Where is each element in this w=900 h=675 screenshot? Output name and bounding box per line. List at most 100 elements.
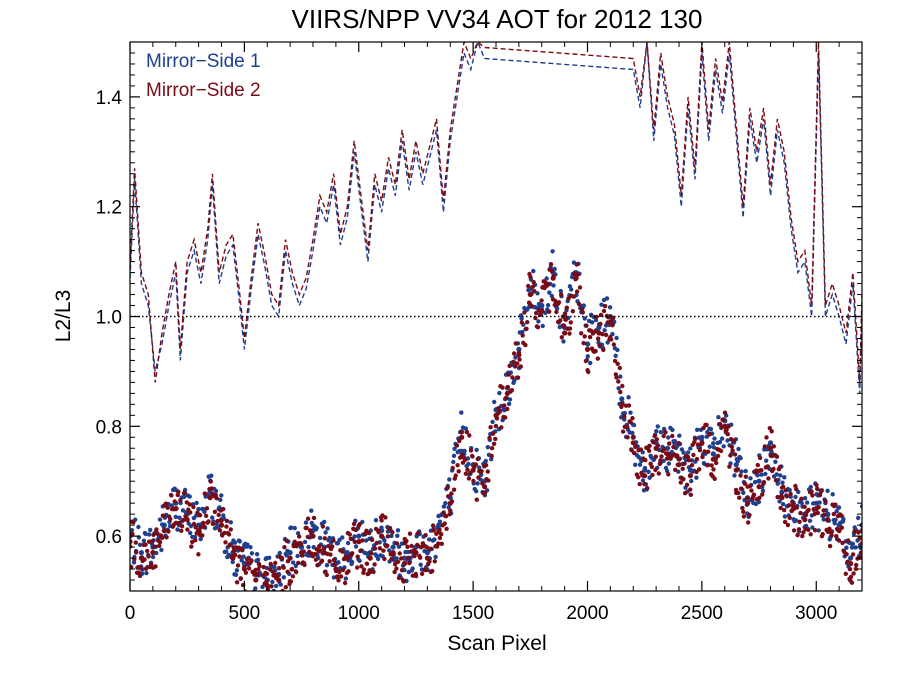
scatter-point [613, 353, 618, 358]
scatter-point [585, 354, 590, 359]
scatter-point [765, 464, 770, 469]
scatter-point [836, 505, 842, 510]
scatter-point [520, 333, 525, 338]
scatter-point [739, 469, 744, 474]
scatter-point [747, 512, 752, 518]
scatter-point [738, 455, 743, 461]
scatter-point [350, 551, 355, 556]
x-tick-label: 1500 [452, 603, 494, 624]
scatter-point [130, 528, 135, 533]
scatter-point [355, 554, 360, 559]
scatter-point [352, 534, 357, 539]
scatter-point [482, 490, 488, 495]
scatter-point [423, 533, 428, 538]
scatter-point [223, 540, 228, 545]
scatter-point [497, 409, 502, 414]
scatter-point [755, 462, 760, 468]
scatter-point [731, 438, 737, 443]
scatter-point [447, 512, 452, 517]
scatter-point [684, 482, 690, 487]
scatter-point [299, 553, 305, 558]
scatter-point [532, 289, 537, 294]
data-point [356, 533, 362, 539]
scatter-point [701, 425, 706, 431]
scatter-point [324, 563, 330, 568]
scatter-point [327, 535, 332, 541]
scatter-point [773, 478, 779, 483]
x-axis-label: Scan Pixel [447, 632, 546, 655]
scatter-point [283, 585, 288, 590]
scatter-point [277, 550, 282, 556]
scatter-point [480, 481, 485, 486]
scatter-point [489, 446, 495, 451]
scatter-point [234, 580, 240, 585]
scatter-point [700, 454, 705, 460]
scatter-point [340, 567, 346, 573]
scatter-point [302, 562, 307, 568]
scatter-point [133, 550, 139, 555]
scatter-point [257, 563, 262, 569]
scatter-point [261, 564, 266, 570]
scatter-point [157, 543, 162, 548]
scatter-point [182, 490, 187, 495]
scatter-point [254, 552, 260, 557]
scatter-point [688, 492, 693, 497]
scatter-point [270, 579, 275, 585]
scatter-point [389, 533, 394, 539]
scatter-point [570, 309, 575, 314]
scatter-point [357, 558, 362, 563]
scatter-point [827, 543, 833, 549]
scatter-point [267, 593, 271, 597]
scatter-point [391, 551, 396, 557]
scatter-point [551, 273, 556, 279]
scatter-point [373, 518, 379, 523]
scatter-point [146, 532, 152, 537]
scatter-point [327, 559, 332, 564]
scatter-point [672, 439, 678, 444]
scatter-point [494, 416, 500, 421]
scatter-point [202, 509, 207, 514]
scatter-point [615, 361, 620, 366]
scatter-point [663, 429, 668, 435]
scatter-point [345, 540, 351, 546]
scatter-point [764, 435, 769, 440]
scatter-point [566, 296, 571, 301]
scatter-point [544, 276, 549, 281]
scatter-point [622, 414, 627, 419]
scatter-point [631, 422, 637, 428]
scatter-point [592, 329, 598, 334]
scatter-point [582, 334, 587, 339]
scatter-point [451, 453, 457, 458]
scatter-point [275, 573, 280, 578]
scatter-point [662, 446, 667, 452]
scatter-point [150, 554, 156, 560]
scatter-point [474, 447, 479, 453]
data-point [516, 346, 522, 352]
scatter-point [616, 386, 621, 391]
scatter-point [625, 435, 630, 440]
scatter-point [579, 331, 584, 336]
scatter-point [609, 337, 614, 342]
data-point [527, 291, 533, 298]
scatter-point [817, 492, 823, 498]
scatter-point [443, 501, 448, 506]
scatter-point [526, 283, 531, 289]
scatter-point [137, 542, 143, 547]
scatter-point [556, 300, 562, 305]
scatter-point [370, 537, 375, 543]
scatter-point [725, 438, 730, 443]
scatter-point [288, 579, 294, 584]
scatter-point [462, 448, 467, 454]
scatter-point [797, 519, 802, 524]
scatter-point [428, 546, 433, 551]
scatter-point [741, 509, 746, 514]
scatter-point [256, 567, 261, 572]
scatter-point [395, 528, 401, 533]
scatter-point [549, 293, 554, 299]
scatter-point [246, 566, 252, 571]
scatter-point [689, 463, 695, 468]
scatter-point [640, 473, 645, 478]
scatter-point [799, 496, 804, 501]
scatter-point [827, 526, 832, 531]
scatter-point [474, 489, 479, 494]
